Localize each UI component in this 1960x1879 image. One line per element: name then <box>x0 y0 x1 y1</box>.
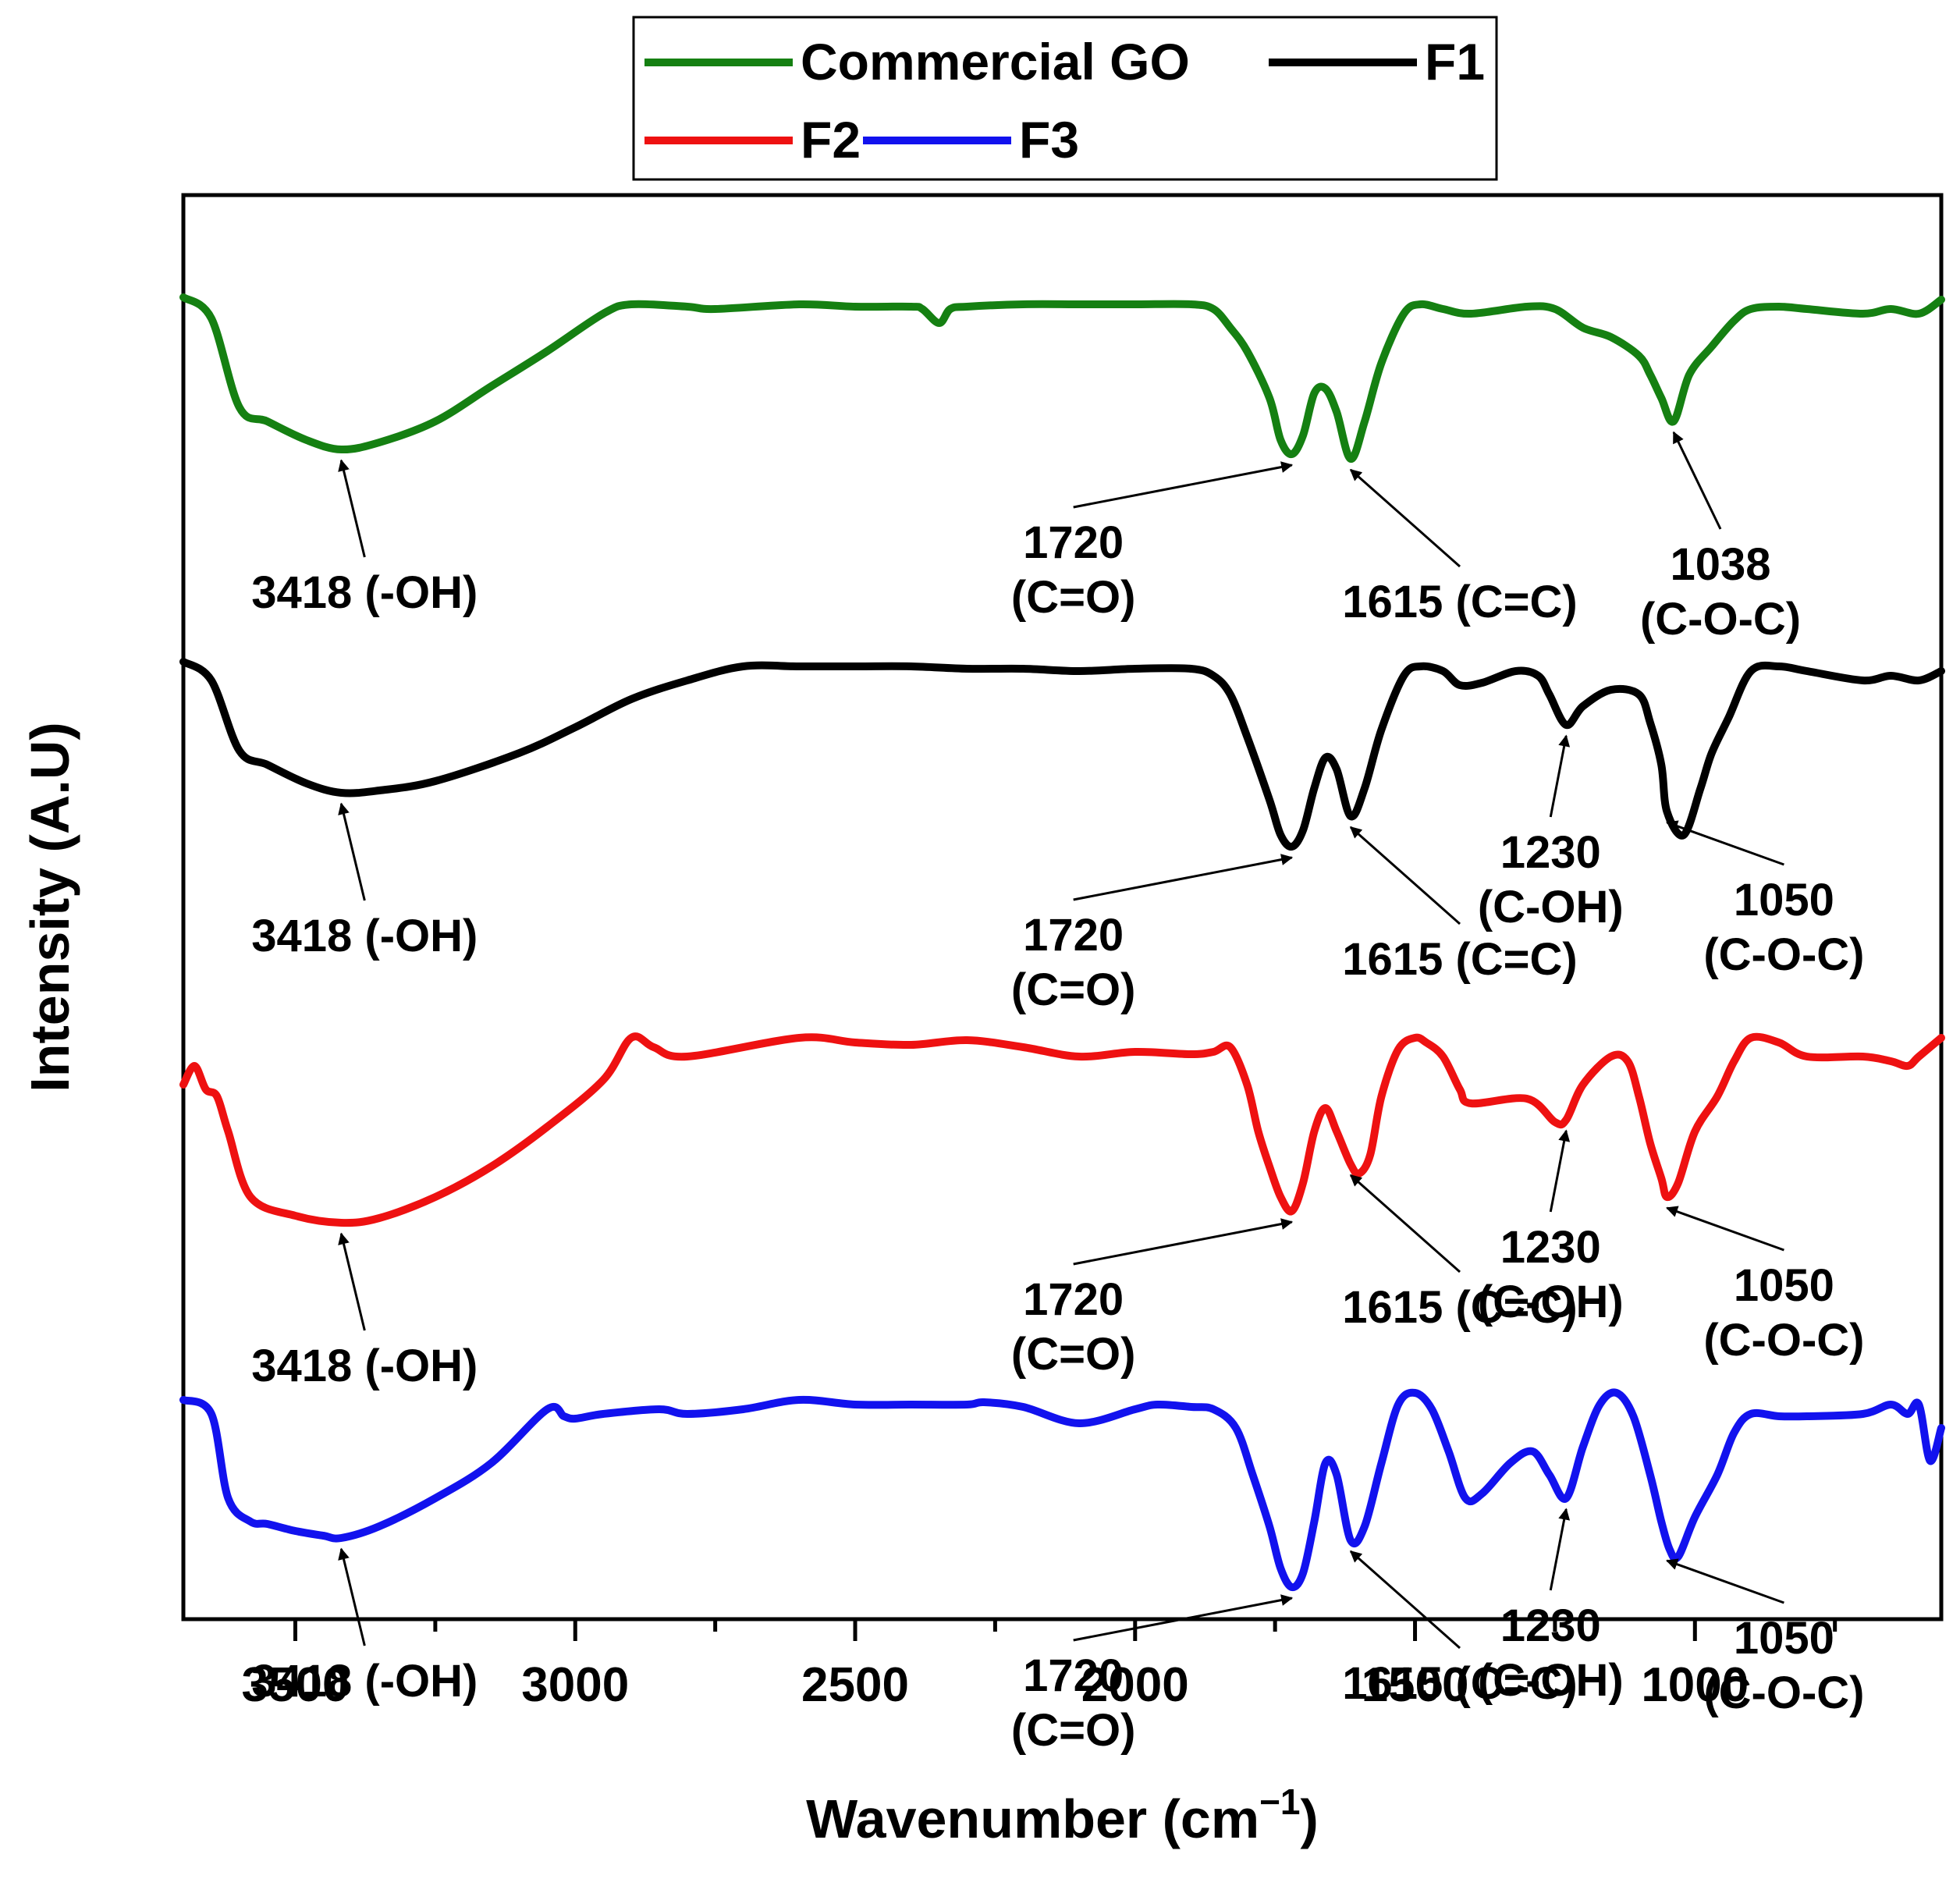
annotation-arrow <box>1073 461 1294 509</box>
x-tick-label: 3000 <box>521 1658 629 1712</box>
x-tick-label: 2000 <box>1081 1658 1189 1712</box>
legend-label: F1 <box>1425 33 1485 91</box>
annotation-arrow <box>1672 431 1722 530</box>
annotation-label: 3418 (-OH) <box>251 1341 478 1391</box>
annotation-label: (C-O-C) <box>1703 1315 1864 1366</box>
annotation-arrow <box>1349 468 1461 568</box>
annotation-arrow <box>1549 1508 1571 1591</box>
peak-annotation: 1230(C-OH) <box>1478 1129 1624 1327</box>
annotation-label: (C-O-C) <box>1703 929 1864 980</box>
annotation-arrow <box>338 1232 366 1331</box>
annotation-label: (C=O) <box>1011 1705 1136 1756</box>
legend-box <box>632 16 1498 181</box>
annotation-label: 1615 (C=C) <box>1342 934 1577 985</box>
peak-annotation: 3418 (-OH) <box>251 802 478 961</box>
x-axis-title: Wavenumber (cm−1) <box>806 1781 1319 1849</box>
series-line-f3 <box>179 1388 1945 1592</box>
x-axis-title-superscript: −1 <box>1259 1781 1300 1822</box>
peak-annotation: 1615 (C=C) <box>1342 1550 1578 1709</box>
annotation-arrow <box>338 802 366 901</box>
peak-annotation: 3418 (-OH) <box>251 1547 478 1707</box>
peak-annotation: 1050(C-O-C) <box>1666 820 1864 980</box>
annotation-label: 1615 (C=C) <box>1342 577 1577 627</box>
annotation-label: 1050 <box>1734 1613 1834 1664</box>
x-tick-label: 2500 <box>801 1658 909 1712</box>
annotation-label: (C-OH) <box>1478 882 1624 932</box>
annotation-arrow <box>1666 1206 1784 1252</box>
annotation-arrow <box>338 459 366 558</box>
annotation-arrow <box>1666 1558 1784 1604</box>
annotation-arrow <box>1349 1174 1461 1273</box>
peak-annotation: 1615 (C=C) <box>1342 826 1578 985</box>
x-tick-label: 1500 <box>1362 1658 1469 1712</box>
annotation-label: 3418 (-OH) <box>251 1656 478 1707</box>
plot-frame <box>181 193 1944 1621</box>
annotation-label: 1720 <box>1023 1650 1124 1701</box>
annotation-label: (C-OH) <box>1478 1277 1624 1327</box>
legend: Commercial GO F1 F2 F3 <box>632 16 1498 181</box>
annotation-arrow <box>338 1547 366 1646</box>
y-axis-title: Intensity (A.U) <box>20 722 80 1092</box>
peak-annotation: 1720(C=O) <box>1011 1218 1294 1380</box>
legend-label: Commercial GO <box>801 33 1190 91</box>
peak-annotation: 1050(C-O-C) <box>1666 1558 1864 1718</box>
annotation-label: 1230 <box>1500 1600 1601 1651</box>
annotation-label: 1720 <box>1023 1274 1124 1325</box>
peak-annotation: 1615 (C=C) <box>1342 468 1578 627</box>
peak-annotation: 1050(C-O-C) <box>1666 1206 1864 1366</box>
annotation-arrow <box>1073 854 1294 901</box>
annotation-arrow <box>1349 826 1461 925</box>
peak-annotation: 1230(C-OH) <box>1478 734 1624 932</box>
peak-annotation: 1038(C-O-C) <box>1640 431 1801 645</box>
peak-annotation: 3418 (-OH) <box>251 459 478 618</box>
annotation-label: 1050 <box>1734 1260 1834 1311</box>
x-axis-title-close: ) <box>1301 1788 1319 1849</box>
annotation-arrow <box>1549 734 1571 818</box>
legend-label: F3 <box>1019 111 1079 169</box>
x-tick-label: 3500 <box>242 1658 350 1712</box>
annotation-label: 3418 (-OH) <box>251 911 478 961</box>
annotation-label: (C=O) <box>1011 572 1136 623</box>
annotation-layer: 3418 (-OH)1720(C=O) 1615 (C=C)1038(C-O-C)… <box>251 431 1864 1756</box>
annotation-label: 1038 <box>1671 539 1771 590</box>
annotation-label: 1720 <box>1023 910 1124 961</box>
x-axis: 3500 3000 2500 2000 1500 1000 <box>242 1619 1838 1712</box>
annotation-label: (C=O) <box>1011 1329 1136 1380</box>
x-tick-label: 1000 <box>1641 1658 1749 1712</box>
annotation-label: 1230 <box>1500 1222 1601 1273</box>
annotation-label: (C-OH) <box>1478 1655 1624 1706</box>
peak-annotation: 1615 (C=C) <box>1342 1174 1578 1333</box>
series-layer <box>179 293 1945 1592</box>
series-line-f1 <box>179 658 1945 851</box>
annotation-label: 1615 (C=C) <box>1342 1282 1577 1333</box>
peak-annotation: 1720(C=O) <box>1011 461 1294 623</box>
annotation-arrow <box>1666 820 1784 866</box>
peak-annotation: 3418 (-OH) <box>251 1232 478 1391</box>
series-line-commercial-go <box>179 293 1945 463</box>
annotation-arrow <box>1073 1218 1294 1266</box>
peak-annotation: 1720(C=O) <box>1011 1594 1294 1756</box>
annotation-label: 3418 (-OH) <box>251 567 478 618</box>
annotation-arrow <box>1349 1550 1461 1650</box>
annotation-label: 1050 <box>1734 875 1834 925</box>
annotation-label: 1720 <box>1023 517 1124 568</box>
annotation-arrow <box>1073 1594 1294 1642</box>
annotation-arrow <box>1549 1129 1571 1213</box>
annotation-label: 1230 <box>1500 827 1601 878</box>
annotation-label: (C-O-C) <box>1703 1668 1864 1718</box>
annotation-label: (C-O-C) <box>1640 594 1801 645</box>
series-line-f2 <box>179 1032 1945 1227</box>
annotation-label: (C=O) <box>1011 964 1136 1015</box>
x-axis-title-text: Wavenumber (cm <box>806 1788 1259 1849</box>
peak-annotation: 1230(C-OH) <box>1478 1508 1624 1706</box>
annotation-label: 1615 (C=C) <box>1342 1658 1577 1709</box>
peak-annotation: 1720(C=O) <box>1011 854 1294 1015</box>
legend-label: F2 <box>801 111 861 169</box>
